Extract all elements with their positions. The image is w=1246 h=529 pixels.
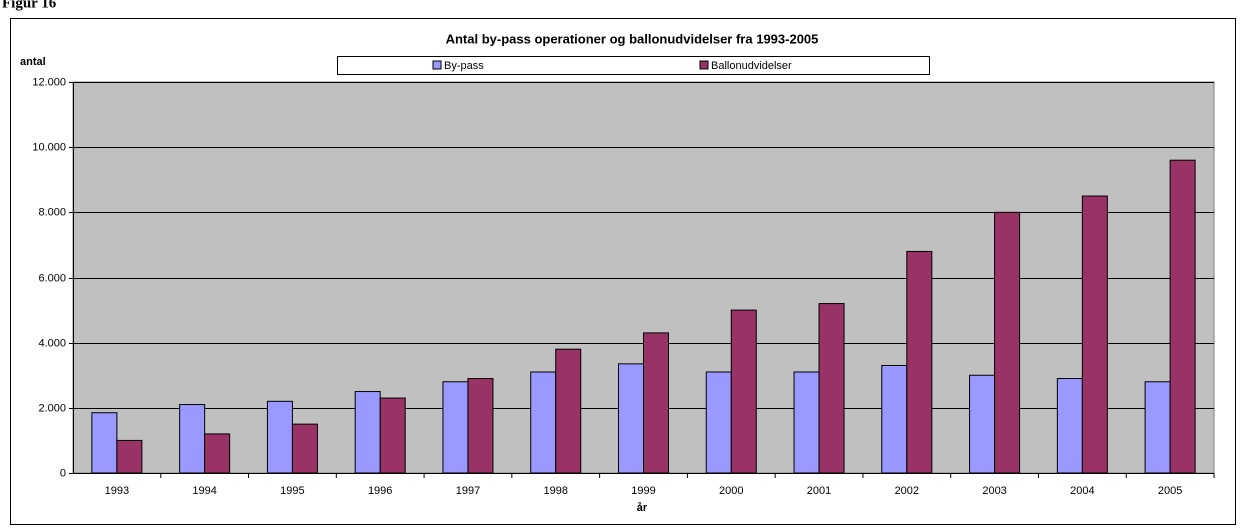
x-tick-label: 1999: [631, 485, 655, 497]
bar: [1169, 159, 1196, 474]
chart-title: Antal by-pass operationer og ballonudvid…: [446, 31, 819, 46]
bar: [266, 400, 293, 474]
x-tick-label: 2003: [982, 485, 1006, 497]
x-tick-label: 1993: [105, 485, 129, 497]
bar: [994, 211, 1021, 474]
bar: [643, 332, 669, 474]
bar: [1081, 195, 1108, 474]
y-tick-label: 6.000: [38, 272, 66, 284]
x-tick-label: 2001: [807, 485, 831, 497]
legend-label: By-pass: [444, 60, 484, 72]
x-tick-label: 2005: [1158, 485, 1182, 497]
bar: [116, 439, 143, 474]
bar: [91, 412, 118, 474]
bar: [555, 348, 582, 474]
x-tick-label: 2004: [1070, 485, 1094, 497]
bar: [969, 374, 996, 474]
bar: [705, 371, 732, 474]
bar: [179, 404, 206, 474]
x-tick-label: 2002: [895, 485, 919, 497]
y-tick-label: 2.000: [38, 402, 66, 414]
y-tick-label: 8.000: [38, 206, 66, 218]
bar: [354, 391, 381, 474]
bar: [530, 371, 557, 474]
bar: [818, 303, 845, 474]
bar: [730, 309, 757, 474]
legend-label: Ballonudvidelser: [711, 60, 792, 72]
bar: [379, 397, 406, 474]
y-tick-label: 4.000: [38, 337, 66, 349]
bar: [204, 433, 231, 474]
x-tick-label: 1998: [543, 485, 567, 497]
x-tick-label: 2000: [719, 485, 743, 497]
x-axis-label: år: [637, 502, 648, 514]
figure-label: Figur 16: [2, 0, 57, 11]
y-tick-label: 12.000: [32, 76, 66, 88]
bar: [442, 381, 469, 474]
bar: [793, 371, 820, 474]
bar: [291, 423, 318, 474]
x-tick-label: 1996: [368, 485, 392, 497]
bar: [881, 364, 908, 474]
legend-swatch: [432, 60, 442, 70]
bar: [1144, 381, 1171, 474]
bar: [618, 363, 644, 474]
bar: [1056, 378, 1083, 474]
bar: [906, 250, 933, 474]
y-tick-label: 0: [60, 467, 66, 479]
legend-swatch: [699, 60, 709, 70]
legend-box: [337, 56, 930, 75]
x-tick-label: 1997: [456, 485, 480, 497]
x-tick-label: 1994: [192, 485, 216, 497]
x-tick-label: 1995: [280, 485, 304, 497]
y-tick-label: 10.000: [32, 141, 66, 153]
bar: [467, 378, 494, 474]
y-axis-label: antal: [20, 56, 46, 68]
